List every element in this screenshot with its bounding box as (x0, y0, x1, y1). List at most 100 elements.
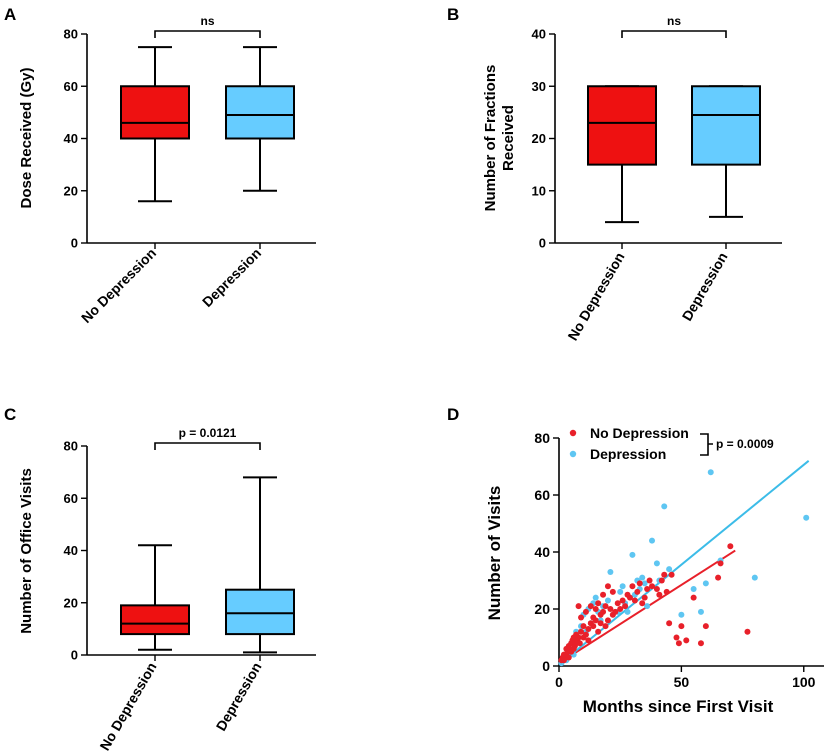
data-point (649, 583, 656, 590)
panel-b: B Number of Fractions Received 0 10 20 30 40… (447, 5, 782, 343)
panel-c: C Number of Office Visits 0 20 40 60 80 p = 0… (4, 405, 316, 752)
y-axis-title-a: Dose Received (Gy) (18, 68, 35, 209)
data-point (595, 600, 602, 607)
y-tick-label-b: 10 (532, 183, 546, 198)
box-iqr (120, 85, 190, 140)
significance-label-d: p = 0.0009 (716, 437, 774, 451)
data-point (631, 597, 638, 604)
data-point (604, 583, 611, 590)
data-point (578, 614, 585, 621)
category-label-c-no-depression: No Depression (96, 660, 159, 752)
box-a-no-depression (120, 46, 190, 203)
data-point (653, 560, 660, 567)
data-point (629, 551, 636, 558)
y-tick-label-c: 80 (64, 439, 78, 454)
data-point (673, 634, 680, 641)
plot-a: 0 20 40 60 80 ns (64, 14, 316, 251)
panel-letter-d: D (447, 405, 459, 424)
y-tick-label-a: 80 (64, 27, 78, 42)
box-b-depression (691, 85, 761, 218)
data-point (641, 594, 648, 601)
plot-c: 0 20 40 60 80 p = 0.0121 (64, 426, 316, 663)
y-tick-label-c: 20 (64, 595, 78, 610)
y-tick-label-a: 40 (64, 131, 78, 146)
data-point (617, 588, 624, 595)
data-point (702, 623, 709, 630)
box-a-depression (225, 46, 295, 192)
data-point (614, 600, 621, 607)
data-point (590, 623, 597, 630)
box-iqr (691, 85, 761, 166)
data-point (678, 623, 685, 630)
data-point (582, 608, 589, 615)
data-point (656, 591, 663, 598)
y-tick-label-b: 40 (532, 27, 546, 42)
series-depression (558, 469, 810, 667)
data-point (639, 600, 646, 607)
data-point (585, 637, 592, 644)
data-point (575, 603, 582, 610)
panel-letter-c: C (4, 405, 16, 424)
category-label-a-no-depression: No Depression (78, 245, 159, 326)
category-label-c-0: No Depression (96, 660, 159, 752)
data-point (666, 620, 673, 627)
data-point (661, 571, 668, 578)
y-tick-label-c: 40 (64, 543, 78, 558)
data-point (578, 628, 585, 635)
data-point (717, 560, 724, 567)
data-point (644, 603, 651, 610)
x-axis-title-d: Months since First Visit (583, 697, 774, 716)
data-point (653, 586, 660, 593)
data-point (602, 603, 609, 610)
data-point (582, 631, 589, 638)
y-tick-label-d: 20 (534, 601, 550, 617)
y-axis-title-c: Number of Office Visits (18, 468, 35, 634)
y-tick-label-b: 0 (539, 236, 546, 251)
data-point (715, 574, 722, 581)
data-point (585, 625, 592, 632)
data-point (607, 606, 614, 612)
data-point (634, 588, 641, 595)
data-point (629, 583, 636, 590)
data-point (592, 617, 599, 624)
y-tick-label-a: 60 (64, 79, 78, 94)
box-c-depression (225, 476, 295, 654)
y-tick-label-d: 40 (534, 544, 550, 560)
legend-marker-no-depression (569, 429, 577, 437)
data-point (619, 583, 626, 590)
box-c-no-depression (120, 544, 190, 651)
data-point (690, 586, 697, 593)
y-tick-label-d: 80 (534, 430, 550, 446)
y-axis-title-b-line1: Number of Fractions (482, 65, 499, 212)
data-point (663, 588, 670, 595)
significance-bracket-c (154, 442, 261, 450)
significance-label-c: p = 0.0121 (179, 426, 237, 440)
data-point (565, 654, 572, 661)
plot-b: 0 10 20 30 40 ns (532, 14, 782, 251)
data-point (803, 514, 810, 521)
significance-label-b: ns (667, 14, 681, 28)
significance-bracket-b (621, 30, 727, 38)
x-tick-label-d: 0 (555, 674, 563, 690)
data-point (619, 597, 626, 604)
category-label-b-depression: Depression (679, 250, 731, 324)
data-point (592, 606, 599, 612)
data-point (612, 608, 619, 615)
category-label-a-1: Depression (199, 245, 264, 310)
data-point (649, 537, 656, 544)
y-tick-label-a: 20 (64, 183, 78, 198)
x-tick-label-d: 50 (674, 674, 690, 690)
data-point (697, 608, 704, 615)
panel-letter-a: A (4, 5, 16, 24)
data-point (639, 574, 646, 581)
data-point (690, 594, 697, 601)
plot-d: 0 20 40 60 80 0 50 100 (534, 430, 824, 690)
y-tick-label-b: 30 (532, 79, 546, 94)
y-axis-title-b: Number of Fractions Received (482, 65, 517, 212)
category-label-a-0: No Depression (78, 245, 159, 326)
data-point (658, 577, 665, 584)
data-point (666, 566, 673, 573)
y-axis-title-d: Number of Visits (485, 486, 504, 621)
x-tick-label-d: 100 (792, 674, 816, 690)
